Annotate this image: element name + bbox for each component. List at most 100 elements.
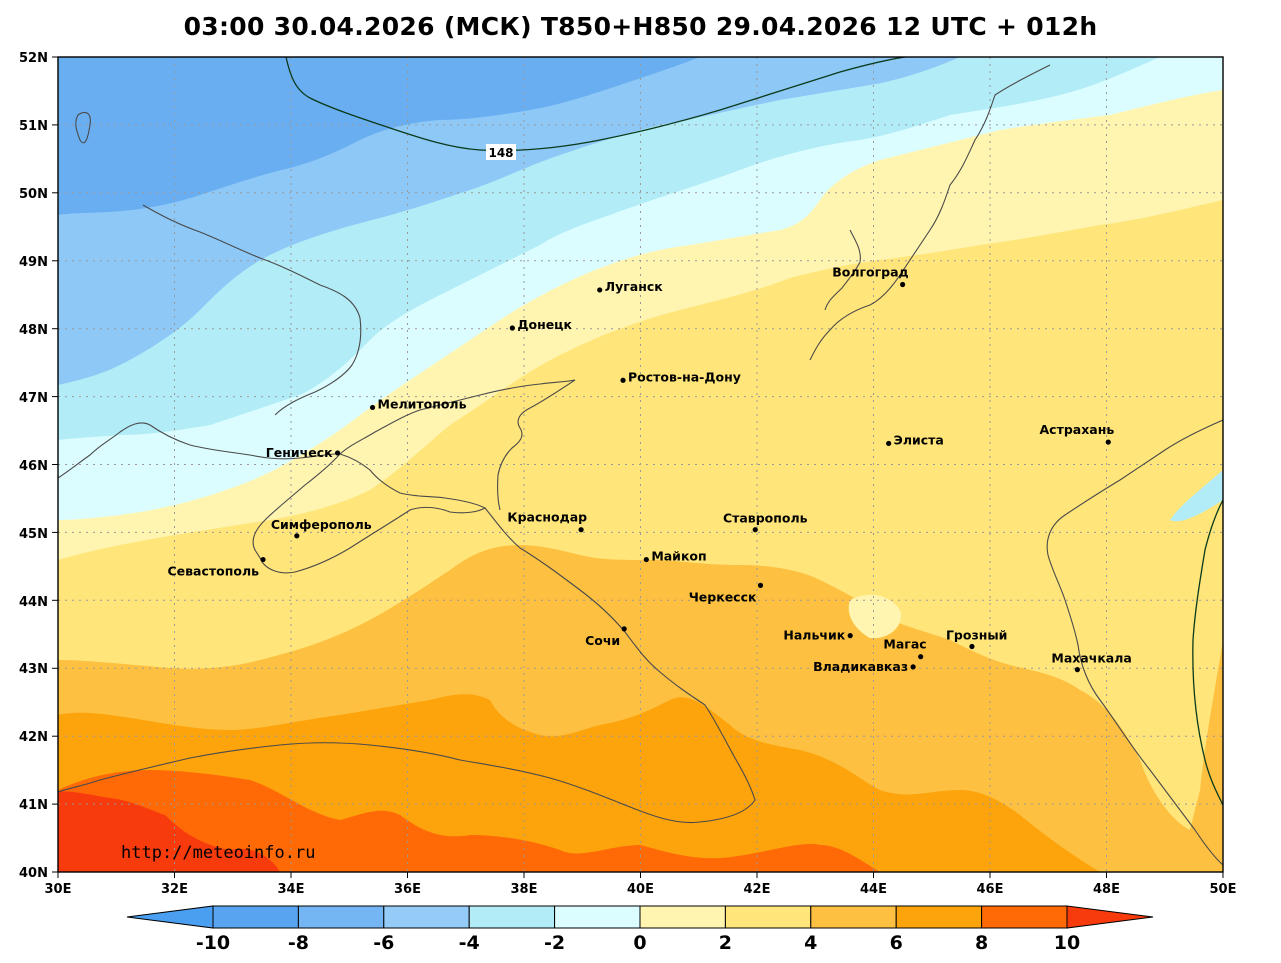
contour-label: 148	[488, 146, 513, 160]
lon-axis-labels: 30E 32E 34E 36E 38E 40E 42E 44E 46E 48E …	[45, 882, 1237, 897]
city-label: Краснодар	[507, 510, 587, 525]
city-marker	[260, 556, 266, 563]
grid-lines	[58, 57, 1223, 872]
city-marker	[294, 533, 300, 539]
city-marker	[1074, 667, 1080, 673]
city-marker	[757, 582, 764, 588]
legend-swatch	[895, 905, 983, 929]
coastline-caucasus	[58, 507, 756, 824]
legend-swatch	[981, 905, 1068, 929]
legend-label: 10	[1054, 932, 1080, 954]
city-markers: Луганск Донецк Волгоград Ростов-на-Дону Мели…	[168, 265, 1132, 674]
axis-ticks	[52, 56, 1224, 878]
band-minus8	[58, 57, 700, 215]
legend-swatch	[554, 905, 641, 929]
city-label: Севастополь	[168, 564, 260, 579]
city-label: Ростов-на-Дону	[628, 369, 741, 384]
legend-label: 2	[719, 932, 732, 954]
lon-label: 50E	[1210, 882, 1237, 897]
coastline-caspian	[1046, 419, 1223, 866]
legend-arrow-left	[126, 905, 214, 929]
lat-label: 44N	[19, 595, 48, 610]
city-label: Грозный	[946, 628, 1007, 643]
legend-swatch	[810, 905, 897, 929]
city-marker	[335, 450, 341, 456]
city-marker	[578, 527, 584, 533]
river-dnieper	[142, 204, 362, 416]
contour-label-bg	[486, 144, 516, 160]
lat-label: 51N	[19, 119, 48, 134]
lon-label: 40E	[627, 882, 654, 897]
h850-contours	[285, 57, 1223, 806]
lon-label: 48E	[1093, 882, 1120, 897]
legend-label: -10	[196, 932, 230, 954]
legend-label: -2	[544, 932, 565, 954]
legend-label: -6	[373, 932, 394, 954]
legend-swatch	[383, 905, 470, 929]
lat-label: 40N	[19, 866, 48, 881]
city-label: Астрахань	[1039, 422, 1114, 437]
city-label: Луганск	[605, 279, 664, 294]
city-marker	[1105, 439, 1111, 445]
city-marker	[620, 377, 626, 383]
lon-label: 30E	[45, 882, 72, 897]
river-volga	[809, 64, 1051, 361]
city-label: Владикавказ	[813, 659, 908, 674]
coastlines	[58, 64, 1223, 866]
city-marker	[752, 527, 758, 533]
city-marker	[847, 633, 853, 639]
legend-label: -4	[459, 932, 480, 954]
lat-label: 50N	[19, 187, 48, 202]
city-marker	[969, 643, 975, 650]
legend-label: 8	[975, 932, 988, 954]
legend-swatch	[639, 905, 726, 929]
city-marker	[643, 556, 649, 563]
city-label: Магас	[883, 637, 926, 652]
contour-148-east	[1192, 499, 1223, 806]
legend-label: -8	[288, 932, 309, 954]
coastline-azov	[339, 379, 576, 511]
city-marker	[597, 287, 603, 293]
band-warm-spot	[1170, 470, 1223, 522]
city-label: Элиста	[894, 432, 944, 447]
city-label: Сочи	[585, 633, 620, 648]
lon-label: 46E	[977, 882, 1004, 897]
lat-label: 52N	[19, 51, 48, 66]
legend-label: 6	[890, 932, 903, 954]
city-marker	[900, 281, 906, 288]
lat-label: 45N	[19, 527, 48, 542]
lon-label: 32E	[161, 882, 188, 897]
city-marker	[918, 654, 924, 660]
contour-label-group: 148	[486, 144, 516, 160]
island-lake	[75, 111, 91, 144]
city-label: Махачкала	[1051, 651, 1131, 666]
city-label: Нальчик	[783, 628, 845, 643]
city-marker	[369, 404, 376, 411]
lon-label: 36E	[394, 882, 421, 897]
city-marker	[621, 626, 627, 632]
city-label: Майкоп	[651, 549, 706, 564]
city-marker	[509, 325, 515, 331]
band-cool-patch	[848, 594, 901, 639]
lon-label: 42E	[744, 882, 771, 897]
city-label: Симферополь	[271, 517, 372, 532]
lat-label: 41N	[19, 798, 48, 813]
lat-label: 46N	[19, 459, 48, 474]
city-label: Геническ	[266, 445, 333, 460]
city-label: Волгоград	[832, 265, 908, 280]
city-label: Черкесск	[689, 589, 757, 604]
legend-label: 4	[804, 932, 817, 954]
color-legend: -10 -8 -6 -4 -2 0 2 4 6 8 10	[126, 905, 1154, 954]
lat-axis-labels: 52N 51N 50N 49N 48N 47N 46N 45N 44N 43N …	[19, 51, 48, 881]
city-marker	[886, 440, 892, 447]
map-title: 03:00 30.04.2026 (МСК) T850+H850 29.04.2…	[183, 12, 1098, 41]
legend-arrow-right	[1066, 905, 1154, 929]
lon-label: 44E	[860, 882, 887, 897]
coastline-black-sea-north	[58, 422, 341, 479]
lat-label: 47N	[19, 391, 48, 406]
coastline-crimea	[252, 453, 487, 574]
legend-label: 0	[633, 932, 646, 954]
legend-swatch	[468, 905, 556, 929]
legend-swatch	[724, 905, 812, 929]
